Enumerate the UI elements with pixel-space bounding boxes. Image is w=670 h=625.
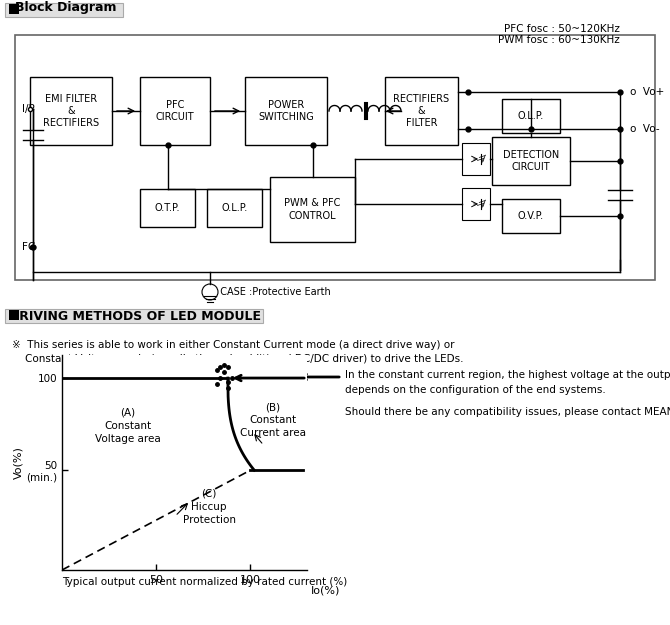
Text: O.L.P.: O.L.P.	[518, 111, 544, 121]
Bar	[140, 189, 195, 227]
Text: DRIVING METHODS OF LED MODULE: DRIVING METHODS OF LED MODULE	[9, 309, 261, 322]
Bar	[30, 77, 112, 145]
Text: POWER
SWITCHING: POWER SWITCHING	[258, 100, 314, 122]
Bar	[270, 177, 355, 242]
Text: (C)
Hiccup
Protection: (C) Hiccup Protection	[182, 489, 235, 525]
Text: O.L.P.: O.L.P.	[221, 203, 248, 213]
Text: RECTIFIERS
&
FILTER: RECTIFIERS & FILTER	[393, 94, 450, 128]
Text: o  Vo-: o Vo-	[630, 124, 660, 134]
Text: O.T.P.: O.T.P.	[155, 203, 180, 213]
Text: DETECTION
CIRCUIT: DETECTION CIRCUIT	[503, 150, 559, 173]
Text: I/P: I/P	[22, 104, 35, 114]
Bar	[140, 77, 210, 145]
Bar	[9, 4, 19, 14]
Bar	[245, 77, 327, 145]
Text: PWM & PFC
CONTROL: PWM & PFC CONTROL	[284, 198, 340, 221]
Text: FG: FG	[22, 242, 36, 252]
Text: PWM fosc : 60~130KHz: PWM fosc : 60~130KHz	[498, 35, 620, 45]
Bar	[9, 310, 19, 320]
Bar	[5, 3, 123, 17]
Bar	[502, 199, 560, 233]
Text: Typical output current normalized by rated current (%): Typical output current normalized by rat…	[62, 577, 347, 587]
Bar	[502, 99, 560, 133]
Text: depends on the configuration of the end systems.: depends on the configuration of the end …	[345, 385, 606, 395]
Bar	[5, 309, 263, 323]
Text: Should there be any compatibility issues, please contact MEAN WELL.: Should there be any compatibility issues…	[345, 407, 670, 417]
Bar	[492, 137, 570, 185]
Bar	[462, 188, 490, 220]
Text: (B)
Constant
Current area: (B) Constant Current area	[240, 402, 306, 439]
Text: o  Vo+: o Vo+	[630, 87, 664, 97]
Text: Io(%): Io(%)	[311, 586, 340, 596]
Bar	[15, 35, 655, 280]
Text: PFC
CIRCUIT: PFC CIRCUIT	[155, 100, 194, 122]
Text: PFC fosc : 50~120KHz: PFC fosc : 50~120KHz	[504, 24, 620, 34]
Text: EMI FILTER
&
RECTIFIERS: EMI FILTER & RECTIFIERS	[43, 94, 99, 128]
Bar	[207, 189, 262, 227]
Text: (A)
Constant
Voltage area: (A) Constant Voltage area	[95, 408, 161, 444]
Text: O.V.P.: O.V.P.	[518, 211, 544, 221]
Text: In the constant current region, the highest voltage at the output of the driver: In the constant current region, the high…	[345, 370, 670, 380]
Y-axis label: Vo(%): Vo(%)	[13, 446, 23, 479]
Text: CASE :Protective Earth: CASE :Protective Earth	[214, 287, 331, 297]
Bar	[385, 77, 458, 145]
Text: Block Diagram: Block Diagram	[15, 1, 117, 14]
Bar	[462, 143, 490, 175]
Text: ※  This series is able to work in either Constant Current mode (a direct drive w: ※ This series is able to work in either …	[12, 340, 464, 364]
